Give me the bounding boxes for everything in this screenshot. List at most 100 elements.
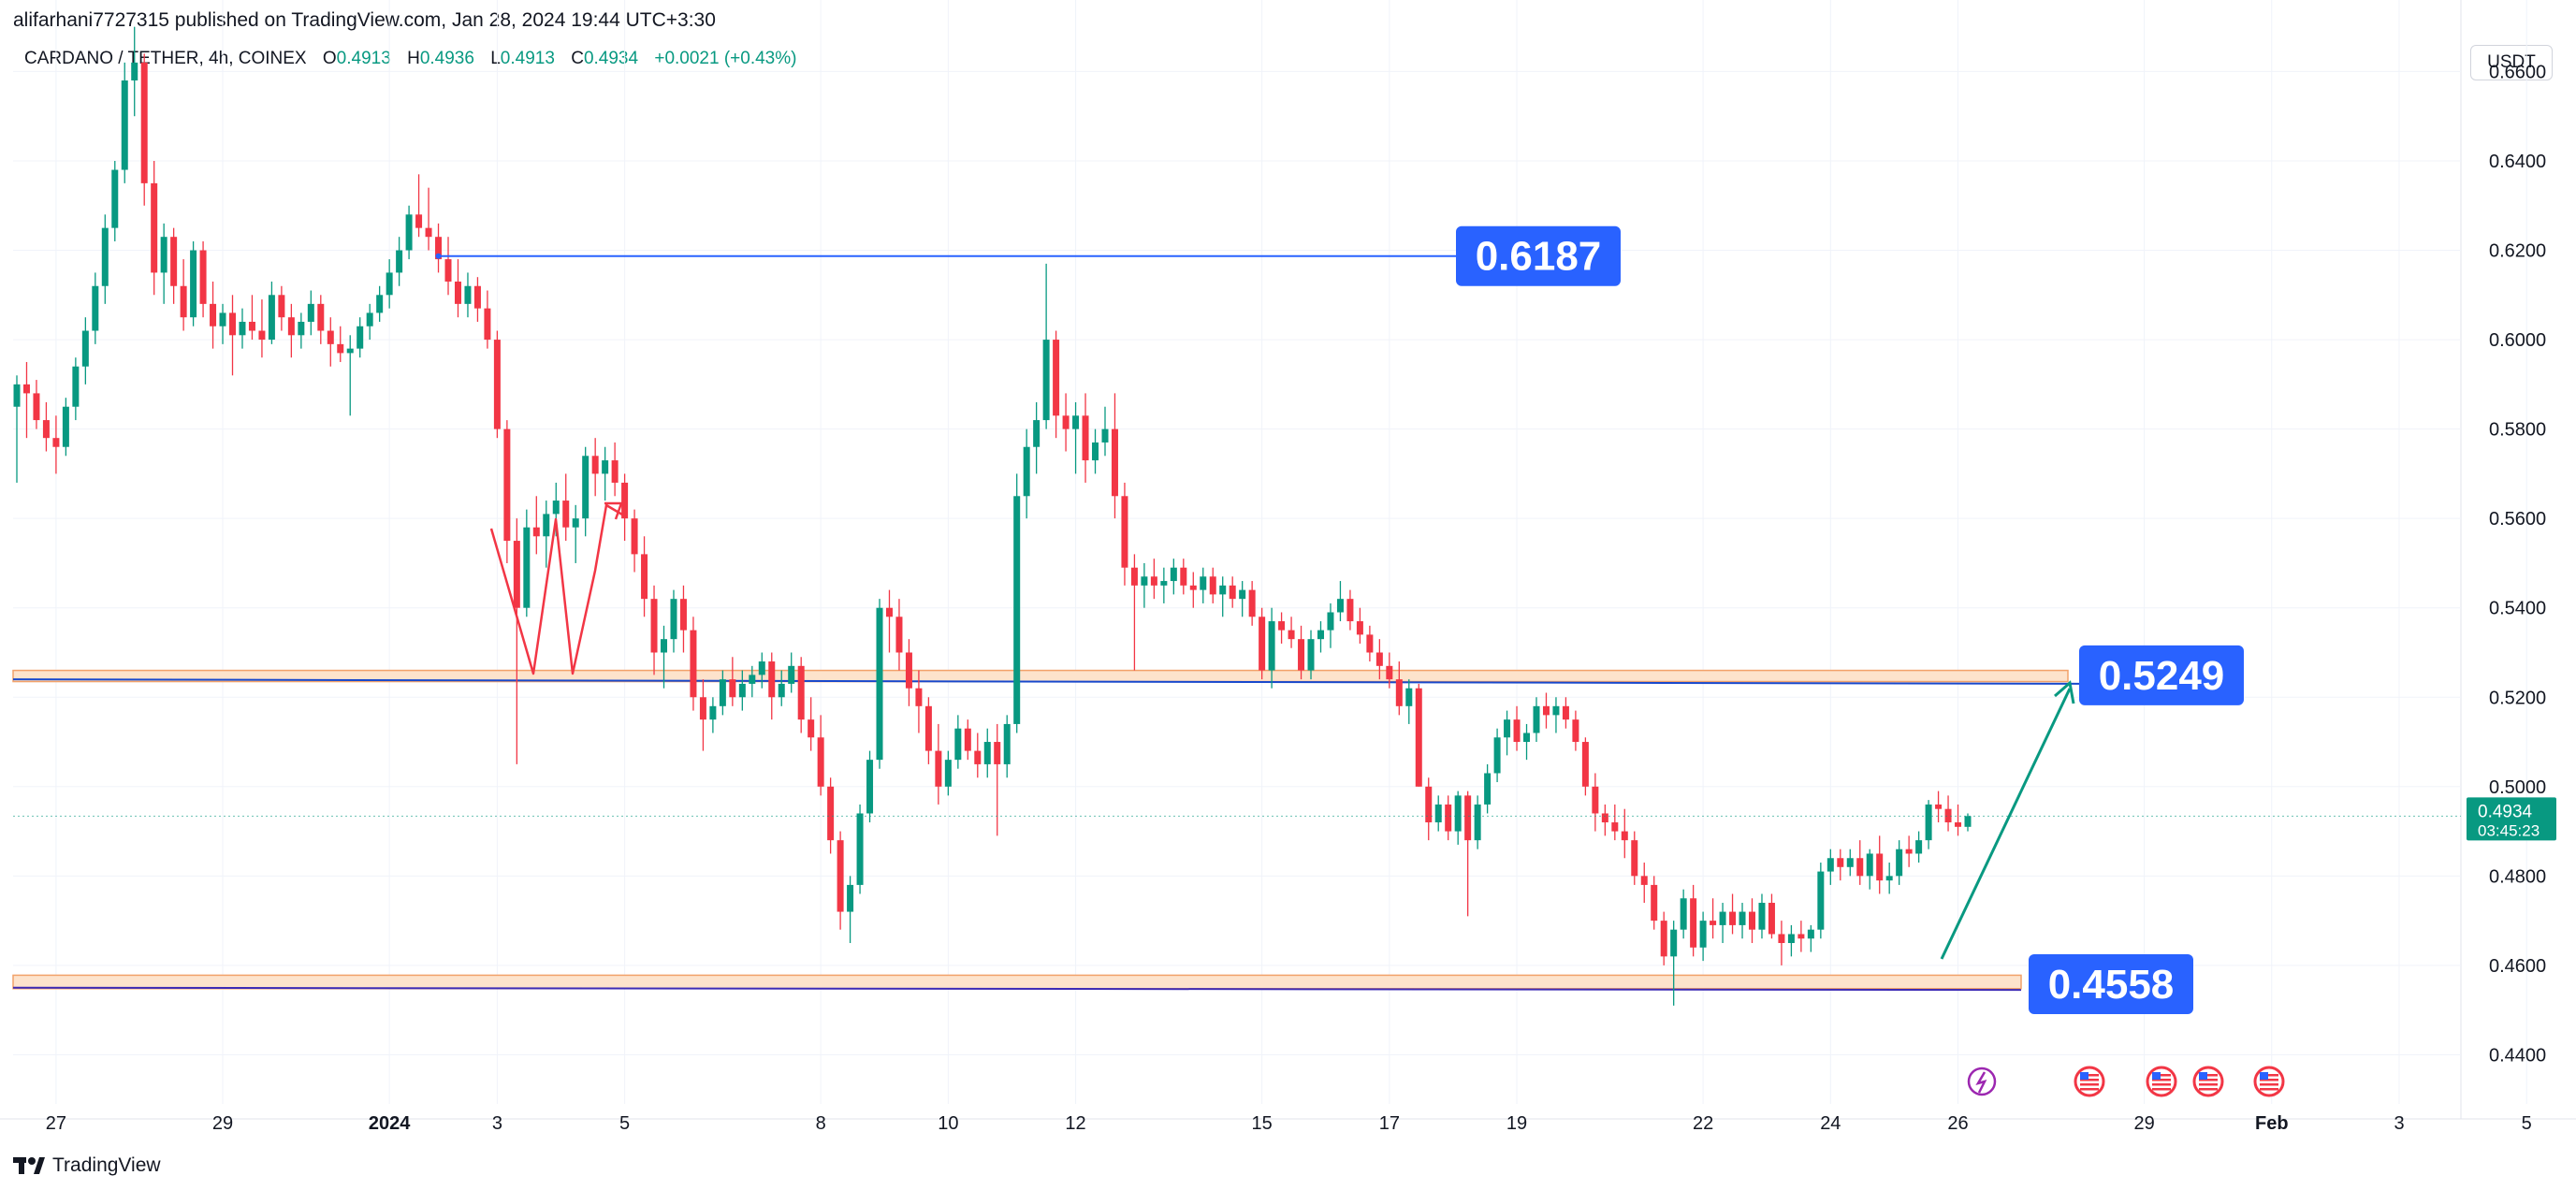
us-flag-event-icon bbox=[2192, 1066, 2224, 1097]
candle-body bbox=[1787, 934, 1795, 944]
candle bbox=[219, 303, 226, 344]
y-tick-label: 0.5600 bbox=[2489, 509, 2546, 530]
candle-body bbox=[1523, 733, 1531, 743]
candles bbox=[13, 26, 1972, 1006]
y-tick-label: 0.6200 bbox=[2489, 241, 2546, 262]
flag-stripe bbox=[2080, 1074, 2099, 1077]
candle-body bbox=[473, 285, 481, 309]
candle bbox=[778, 670, 785, 706]
candle-body bbox=[983, 742, 991, 764]
symbol-name[interactable]: CARDANO / TETHER, 4h, COINEX bbox=[24, 49, 307, 68]
candle-body bbox=[1288, 630, 1295, 640]
candle bbox=[72, 357, 80, 421]
x-tick-label: 8 bbox=[816, 1113, 826, 1134]
candle-body bbox=[876, 607, 883, 761]
x-tick-label: 10 bbox=[938, 1113, 958, 1134]
candle-body bbox=[278, 295, 285, 318]
x-tick-label: 2024 bbox=[369, 1113, 411, 1134]
candle bbox=[327, 317, 334, 367]
candle bbox=[1885, 863, 1893, 894]
candle-body bbox=[532, 527, 540, 537]
candle-body bbox=[1905, 849, 1913, 854]
candle-body bbox=[405, 214, 413, 251]
y-tick-label: 0.4800 bbox=[2489, 866, 2546, 887]
candle-body bbox=[22, 384, 30, 394]
price-axis[interactable]: 0.6600 0.6400 0.6200 0.6000 0.5800 0.5600 0.54… bbox=[2467, 62, 2556, 1066]
candle-body bbox=[670, 599, 677, 640]
candle bbox=[1239, 581, 1246, 617]
candle-body bbox=[268, 295, 275, 341]
candle bbox=[690, 617, 697, 711]
candle-body bbox=[641, 554, 648, 600]
candle bbox=[866, 750, 874, 823]
candle bbox=[1278, 612, 1286, 644]
flag-canton bbox=[2260, 1072, 2268, 1080]
candle-body bbox=[562, 501, 570, 528]
last-price-value: 0.4934 bbox=[2478, 802, 2533, 821]
candle bbox=[1307, 630, 1315, 680]
candle-body bbox=[543, 514, 550, 537]
candle bbox=[1464, 791, 1472, 917]
x-tick-label: 26 bbox=[1947, 1113, 1968, 1134]
projection-arrowhead bbox=[2054, 680, 2075, 704]
candle-body bbox=[1955, 822, 1962, 827]
candle-body bbox=[1552, 705, 1560, 716]
lightning-bolt bbox=[1975, 1071, 1987, 1094]
candle-body bbox=[729, 679, 736, 698]
time-axis[interactable]: 27 29 2024 3 5 8 10 12 15 17 19 22 24 26 29 Feb 3 5 bbox=[46, 1113, 2532, 1134]
candle bbox=[1533, 697, 1540, 743]
candle bbox=[738, 670, 746, 711]
candle-body bbox=[1581, 742, 1589, 787]
candle bbox=[1660, 911, 1667, 965]
candle-body bbox=[454, 281, 461, 304]
candle-body bbox=[1268, 621, 1275, 671]
candle bbox=[1866, 849, 1873, 890]
price-callout-label: 0.5249 bbox=[2099, 653, 2225, 699]
candle-body bbox=[935, 750, 942, 787]
candle bbox=[337, 326, 344, 362]
candle-body bbox=[151, 182, 158, 273]
candle bbox=[1013, 473, 1021, 733]
candle bbox=[650, 585, 658, 675]
currency-button[interactable]: USDT bbox=[2470, 45, 2553, 80]
candle bbox=[1640, 863, 1648, 904]
candle bbox=[729, 657, 736, 706]
candle-body bbox=[1640, 876, 1648, 885]
candle bbox=[81, 317, 89, 385]
candle bbox=[92, 272, 99, 344]
candle bbox=[298, 312, 305, 349]
candle bbox=[1101, 406, 1109, 457]
candle-body bbox=[1072, 415, 1080, 429]
drawings: 0.6187 0.5249 0.4558 bbox=[13, 225, 2461, 1014]
candle-body bbox=[1327, 612, 1334, 631]
candle-body bbox=[190, 250, 197, 318]
candle-body bbox=[1092, 442, 1099, 461]
price-callout-box bbox=[2029, 953, 2193, 1014]
candle bbox=[1896, 840, 1903, 885]
candle-body bbox=[738, 683, 746, 698]
event-circle bbox=[2146, 1066, 2177, 1097]
x-tick-label: 24 bbox=[1820, 1113, 1841, 1134]
candle-body bbox=[1710, 921, 1717, 925]
candle-body bbox=[827, 786, 835, 841]
candle bbox=[473, 277, 481, 322]
candle bbox=[964, 719, 971, 761]
candle-body bbox=[1719, 911, 1726, 925]
candle-body bbox=[1474, 804, 1481, 841]
candle-body bbox=[582, 456, 589, 519]
candle bbox=[1023, 428, 1030, 519]
candle bbox=[1189, 572, 1197, 608]
candle-body bbox=[661, 639, 668, 653]
candle bbox=[160, 223, 167, 304]
candle bbox=[268, 281, 275, 344]
event-markers bbox=[1967, 1066, 2285, 1097]
candle-body bbox=[131, 62, 138, 80]
price-callout-label: 0.4558 bbox=[2048, 962, 2175, 1008]
candle bbox=[1121, 482, 1128, 586]
candle bbox=[602, 446, 609, 501]
candle-body bbox=[1405, 688, 1413, 706]
x-tick-label: 19 bbox=[1506, 1113, 1527, 1134]
level-line-anchor bbox=[435, 253, 442, 259]
candle-body bbox=[1866, 853, 1873, 877]
